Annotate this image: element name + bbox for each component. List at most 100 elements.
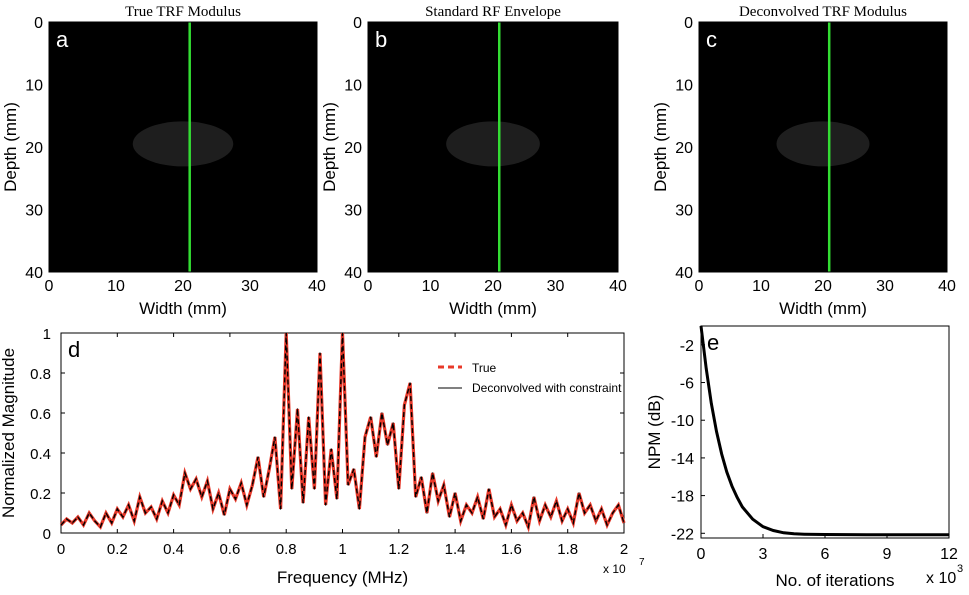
x-tick-label: 0 — [364, 278, 373, 295]
x-tick-label: 0.2 — [107, 541, 128, 558]
y-tick-label: 1 — [43, 326, 51, 343]
x-tick-label: 0 — [695, 278, 704, 295]
panel-letter: d — [68, 337, 80, 362]
x-tick-label: 10 — [107, 278, 125, 295]
x-tick-label: 1.6 — [501, 541, 522, 558]
data-point — [144, 512, 147, 514]
y-tick-label: 0 — [34, 15, 43, 32]
x-tick-label: 40 — [938, 278, 956, 295]
data-point — [927, 534, 929, 536]
y-tick-label: 40 — [344, 265, 362, 282]
data-point — [710, 402, 712, 404]
data-point — [583, 512, 586, 514]
data-point — [803, 533, 805, 535]
data-point — [257, 456, 259, 458]
data-point — [139, 496, 141, 498]
x-tick-label: 40 — [308, 278, 326, 295]
data-point — [105, 512, 107, 514]
x-tick-label: 30 — [876, 278, 894, 295]
y-tick-label: 20 — [25, 140, 43, 157]
y-tick-label: 0 — [43, 526, 51, 543]
data-point — [448, 516, 451, 518]
data-point — [88, 512, 90, 514]
data-point — [741, 506, 743, 508]
y-tick-label: 30 — [675, 203, 693, 220]
data-point — [189, 488, 192, 490]
data-point — [865, 534, 867, 536]
data-point — [398, 488, 400, 490]
y-axis-label: Depth (mm) — [651, 102, 670, 192]
data-point — [127, 504, 130, 506]
y-tick-label: 10 — [344, 78, 362, 95]
data-point — [268, 468, 270, 470]
data-point — [184, 472, 186, 474]
y-tick-label: 0.6 — [30, 406, 51, 423]
data-point — [336, 498, 338, 500]
data-point — [381, 412, 383, 414]
x-multiplier: x 10 — [603, 562, 626, 576]
data-point — [308, 416, 310, 418]
x-multiplier-exponent: 7 — [639, 557, 645, 568]
data-point — [948, 534, 950, 536]
data-point — [375, 456, 377, 458]
legend-label-true: True — [472, 361, 497, 375]
data-point — [454, 492, 456, 494]
data-point — [234, 498, 237, 500]
data-point — [274, 436, 276, 438]
x-tick-label: 0.6 — [219, 541, 240, 558]
data-point — [482, 518, 484, 520]
y-tick-label: -2 — [680, 338, 694, 355]
data-point — [263, 496, 265, 498]
y-axis-label: Depth (mm) — [320, 102, 339, 192]
data-point — [465, 504, 467, 506]
x-tick-label: 10 — [422, 278, 440, 295]
data-point — [195, 478, 197, 480]
y-tick-label: 0 — [353, 15, 362, 32]
data-point — [595, 520, 597, 522]
y-tick-label: 0.4 — [30, 446, 51, 463]
data-point — [460, 520, 462, 522]
x-tick-label: 0.4 — [163, 541, 184, 558]
x-tick-label: 1.8 — [557, 541, 578, 558]
data-point — [409, 382, 411, 384]
data-point — [606, 524, 608, 526]
data-point — [783, 532, 785, 534]
y-tick-label: 30 — [25, 203, 43, 220]
x-axis-label: Frequency (MHz) — [277, 568, 408, 587]
x-tick-label: 30 — [241, 278, 259, 295]
data-point — [907, 534, 909, 536]
data-point — [116, 508, 118, 510]
data-point — [201, 496, 203, 498]
data-point — [589, 504, 591, 506]
data-point — [731, 485, 733, 487]
data-point — [150, 506, 152, 508]
y-axis-label: Normalized Magnitude — [0, 348, 18, 518]
data-point — [296, 408, 299, 410]
data-point — [736, 496, 738, 499]
data-point — [437, 500, 439, 502]
data-point — [824, 533, 826, 536]
y-tick-label: -10 — [671, 413, 694, 430]
y-tick-label: 30 — [344, 203, 362, 220]
data-point — [772, 529, 774, 532]
data-point — [386, 444, 389, 446]
data-point — [347, 484, 349, 486]
data-point — [510, 504, 512, 506]
data-point — [218, 492, 220, 494]
data-point — [705, 367, 707, 369]
data-point — [279, 508, 282, 510]
y-tick-label: 0 — [684, 15, 693, 32]
x-axis-label: Width (mm) — [139, 299, 227, 318]
x-axis-label: No. of iterations — [775, 571, 894, 590]
data-point — [302, 502, 304, 504]
data-point — [886, 534, 888, 536]
data-point — [567, 508, 569, 510]
data-point — [156, 518, 158, 520]
data-point — [330, 448, 332, 450]
data-point — [544, 504, 546, 506]
data-point — [431, 472, 434, 474]
data-point — [71, 522, 73, 524]
panel-letter: e — [707, 330, 719, 355]
x-axis-label: Width (mm) — [779, 299, 867, 318]
